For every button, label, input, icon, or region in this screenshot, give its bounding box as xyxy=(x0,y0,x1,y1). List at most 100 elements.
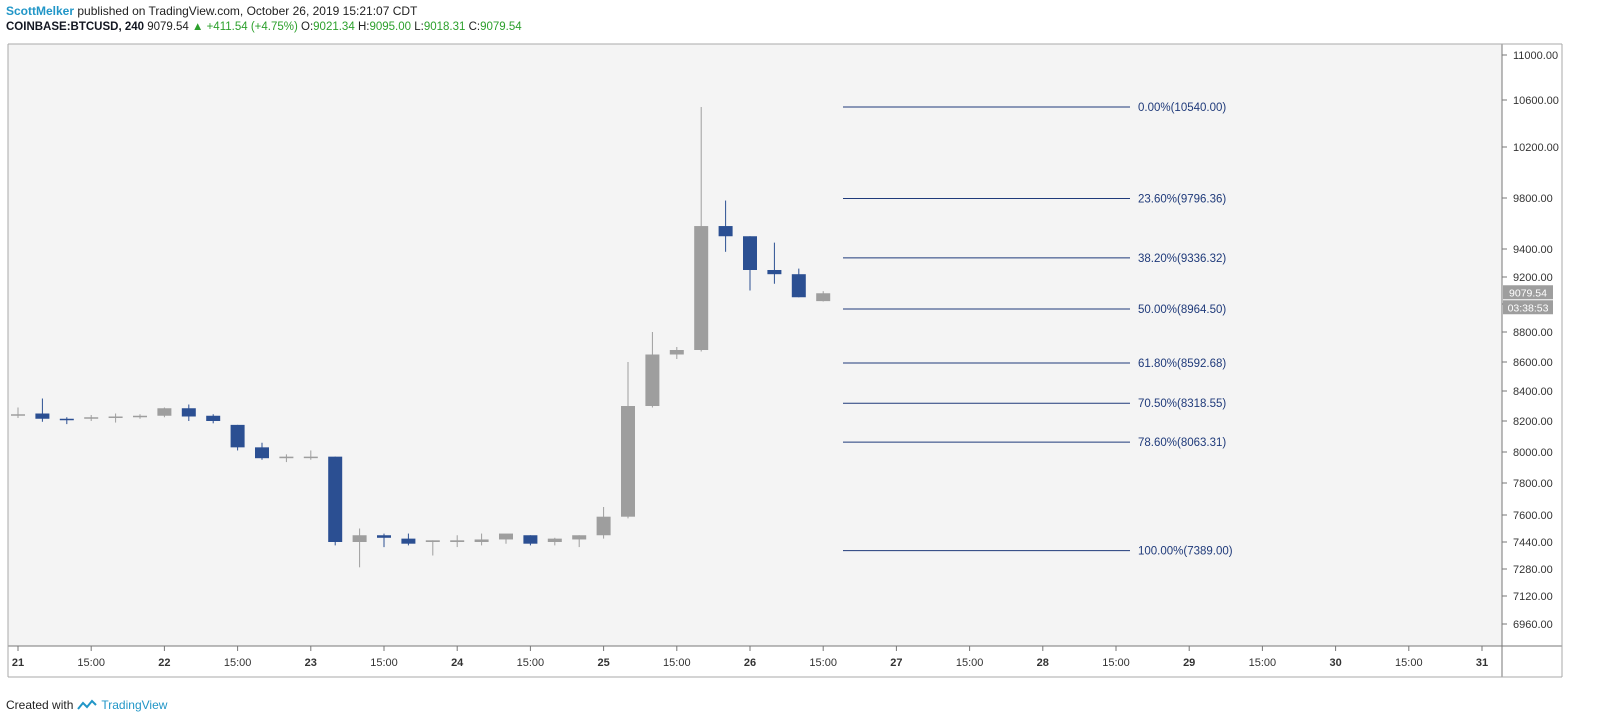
price-tick-label: 10600.00 xyxy=(1513,95,1559,107)
time-tick-label: 25 xyxy=(597,657,609,669)
price-tick-label: 8200.00 xyxy=(1513,416,1553,428)
price-tick-label: 7280.00 xyxy=(1513,564,1553,576)
price-tick-label: 8800.00 xyxy=(1513,327,1553,339)
candle-body xyxy=(816,293,831,302)
candle-body xyxy=(791,274,806,298)
author-link[interactable]: ScottMelker xyxy=(6,4,75,18)
time-axis[interactable]: 21 15:00 22 15:00 23 15:00 24 15:00 25 15:00 26 15:… xyxy=(12,646,1488,669)
price-tick-label: 7600.00 xyxy=(1513,510,1553,522)
low-label: L: xyxy=(414,21,424,33)
candle-body xyxy=(718,226,733,237)
time-tick-label: 15:00 xyxy=(1102,657,1130,669)
price-tick-label: 8400.00 xyxy=(1513,386,1553,398)
published-text: published on TradingView.com, October 26… xyxy=(77,4,418,18)
fib-level-label: 78.60%(8063.31) xyxy=(1138,437,1226,449)
time-tick-label: 15:00 xyxy=(809,657,837,669)
candle-body xyxy=(255,447,269,459)
fib-level-label: 38.20%(9336.32) xyxy=(1138,253,1226,265)
time-tick-label: 15:00 xyxy=(224,657,252,669)
created-with-label: Created with xyxy=(6,698,74,712)
candle-body xyxy=(596,516,611,536)
time-tick-label: 15:00 xyxy=(1395,657,1423,669)
last-price-tag-label: 9079.54 xyxy=(1509,287,1547,299)
price-axis[interactable]: 11000.00 10600.00 10200.00 9800.00 9400.00 92… xyxy=(1502,50,1559,631)
publish-line: ScottMelker published on TradingView.com… xyxy=(6,3,522,19)
candle-body xyxy=(450,540,465,542)
time-tick-label: 15:00 xyxy=(663,657,691,669)
time-tick-label: 23 xyxy=(305,657,317,669)
last-price-tag-bg xyxy=(1503,285,1553,300)
candle-body xyxy=(181,408,196,417)
candle-body xyxy=(767,270,782,275)
time-tick-label: 28 xyxy=(1037,657,1049,669)
countdown-tag-bg xyxy=(1503,300,1553,315)
close-label: C: xyxy=(468,21,481,33)
open-value: 9021.34 xyxy=(313,21,355,33)
candle-body xyxy=(499,533,513,540)
symbol-label: COINBASE:BTCUSD, 240 xyxy=(6,21,145,33)
candle-body xyxy=(108,416,123,418)
fib-level-label: 0.00%(10540.00) xyxy=(1138,102,1226,114)
price-tick-label: 6960.00 xyxy=(1513,619,1553,631)
fib-level-label: 61.80%(8592.68) xyxy=(1138,358,1226,370)
candle-body xyxy=(279,456,294,459)
last-price-tag: 9079.54 03:38:53 xyxy=(1503,285,1553,315)
price-tick-label: 9400.00 xyxy=(1513,244,1553,256)
candle-body xyxy=(206,415,221,421)
candle-body xyxy=(157,408,172,416)
time-tick-label: 26 xyxy=(744,657,756,669)
candles xyxy=(11,107,831,568)
candle-body xyxy=(474,539,489,542)
price-tick-label: 7120.00 xyxy=(1513,591,1553,603)
time-tick-label: 21 xyxy=(12,657,24,669)
brand-label[interactable]: TradingView xyxy=(101,698,168,712)
candle-body xyxy=(547,538,562,542)
candle-body xyxy=(694,226,709,350)
candle-body xyxy=(11,414,25,416)
price-tick-label: 9800.00 xyxy=(1513,193,1553,205)
price-tick-label: 10200.00 xyxy=(1513,142,1559,154)
candle-body xyxy=(230,424,245,448)
candle-body xyxy=(133,415,147,418)
time-tick-label: 24 xyxy=(451,657,464,669)
last-price: 9079.54 xyxy=(147,21,189,33)
plot-area[interactable] xyxy=(8,44,1502,646)
candle-body xyxy=(621,406,635,517)
candle-body xyxy=(743,236,757,270)
time-tick-label: 30 xyxy=(1329,657,1341,669)
price-tick-label: 7800.00 xyxy=(1513,478,1553,490)
candle-body xyxy=(523,535,538,544)
time-tick-label: 15:00 xyxy=(517,657,545,669)
high-value: 9095.00 xyxy=(369,21,412,33)
candle-body xyxy=(401,538,416,544)
chart-header: ScottMelker published on TradingView.com… xyxy=(6,3,522,35)
price-tick-label: 7440.00 xyxy=(1513,537,1553,549)
candle-body xyxy=(59,418,74,421)
candle-body xyxy=(645,354,660,406)
price-tick-label: 11000.00 xyxy=(1513,50,1558,62)
candle-body xyxy=(352,535,367,542)
fib-level-label: 100.00%(7389.00) xyxy=(1138,546,1233,558)
time-tick-label: 29 xyxy=(1183,657,1195,669)
tradingview-logo-icon xyxy=(77,699,98,710)
time-tick-label: 15:00 xyxy=(956,657,984,669)
time-tick-label: 31 xyxy=(1476,657,1488,669)
time-tick-label: 15:00 xyxy=(1249,657,1277,669)
candle-body xyxy=(303,456,318,459)
price-tick-label: 8600.00 xyxy=(1513,357,1553,369)
candle-body xyxy=(328,456,343,542)
low-value: 9018.31 xyxy=(423,21,466,33)
candle-body xyxy=(669,350,684,355)
time-tick-label: 27 xyxy=(890,657,902,669)
candle-body xyxy=(377,535,391,538)
fib-level-label: 23.60%(9796.36) xyxy=(1138,193,1226,205)
candle-body xyxy=(572,535,587,540)
candle-body xyxy=(425,540,440,542)
candle-body xyxy=(84,417,99,419)
change-value: ▲ +411.54 (+4.75%) xyxy=(192,21,298,33)
open-label: O: xyxy=(301,21,314,33)
price-tick-label: 8000.00 xyxy=(1513,447,1553,459)
footer: Created with TradingView xyxy=(6,698,167,712)
countdown-tag-label: 03:38:53 xyxy=(1508,302,1549,314)
